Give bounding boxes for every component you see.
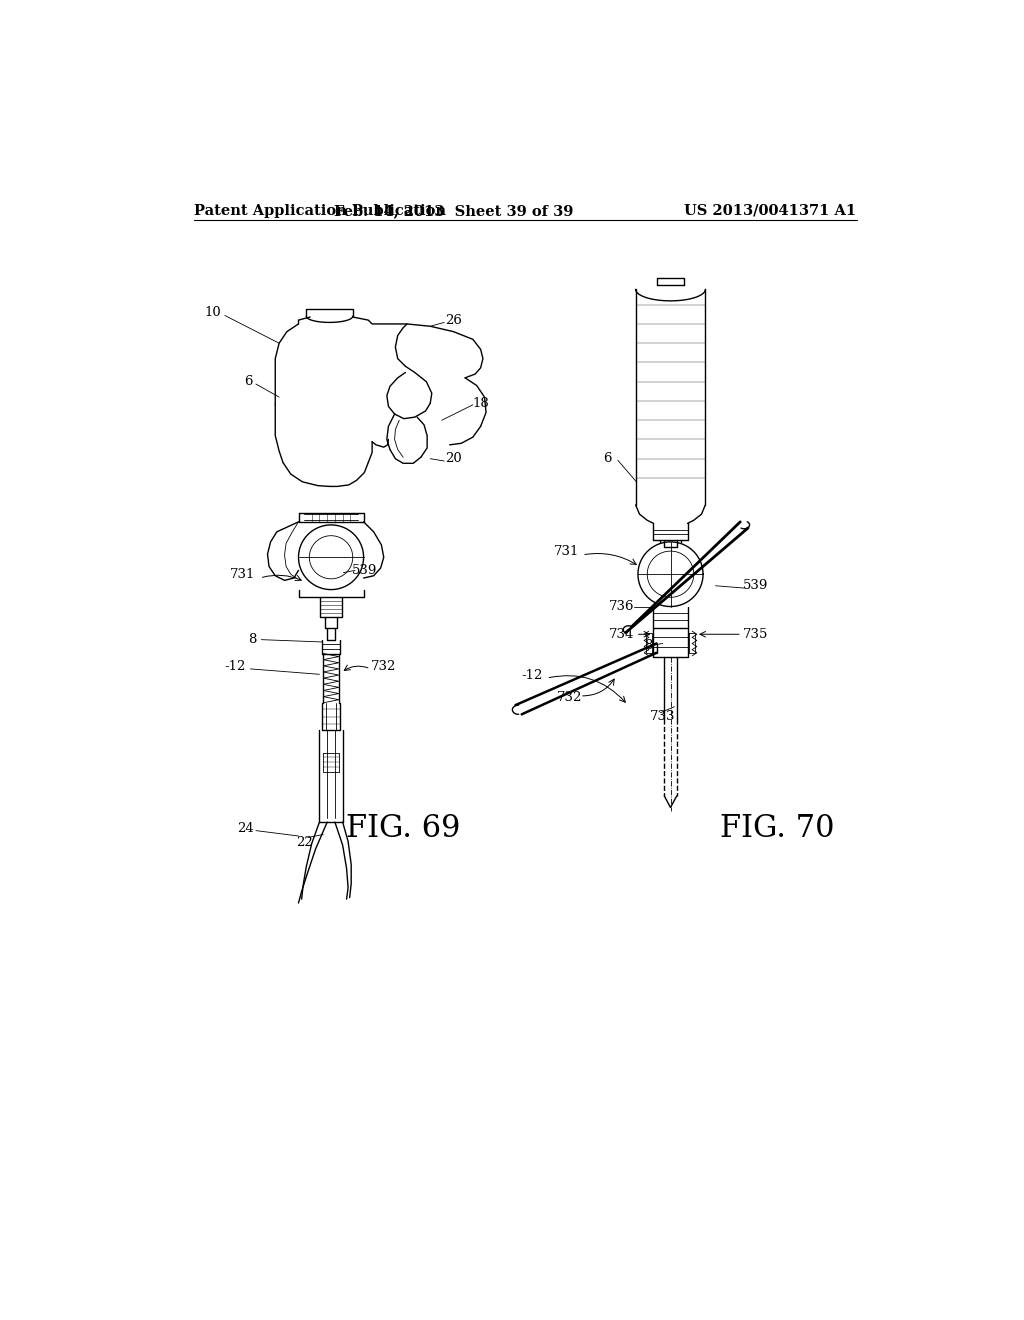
Text: Feb. 14, 2013  Sheet 39 of 39: Feb. 14, 2013 Sheet 39 of 39 [334,203,573,218]
Text: 733: 733 [650,710,676,723]
Text: -12: -12 [522,669,544,682]
Text: 731: 731 [554,545,580,557]
Text: 539: 539 [351,564,377,577]
Text: 735: 735 [743,628,768,640]
Text: -12: -12 [224,660,246,673]
Text: 731: 731 [230,568,255,581]
Text: 22: 22 [296,836,313,849]
Text: 734: 734 [609,628,634,640]
Text: 8: 8 [248,634,256,647]
Text: 26: 26 [445,314,462,326]
Text: 732: 732 [557,690,583,704]
Text: FIG. 69: FIG. 69 [346,813,461,843]
Text: 6: 6 [603,453,611,465]
Text: 20: 20 [445,453,462,465]
Text: 539: 539 [743,579,768,593]
Text: FIG. 70: FIG. 70 [720,813,835,843]
Text: 732: 732 [371,660,396,673]
Text: 8: 8 [645,639,653,652]
Text: 6: 6 [244,375,252,388]
Text: 18: 18 [472,397,489,409]
Text: 10: 10 [205,306,221,319]
Text: 24: 24 [238,822,254,834]
Text: US 2013/0041371 A1: US 2013/0041371 A1 [684,203,856,218]
Text: Patent Application Publication: Patent Application Publication [194,203,445,218]
Text: 736: 736 [609,601,635,612]
